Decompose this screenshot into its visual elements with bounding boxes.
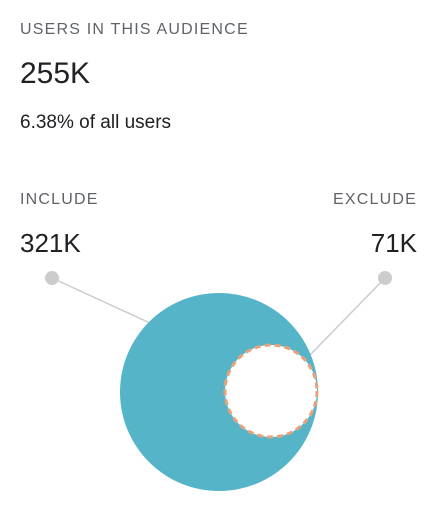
audience-users-value: 255K	[20, 57, 91, 90]
audience-users-percent: 6.38% of all users	[20, 112, 172, 133]
include-label: INCLUDE	[20, 191, 99, 208]
include-circle	[120, 293, 318, 491]
exclude-value: 71K	[370, 228, 417, 258]
exclude-circle	[223, 343, 319, 439]
audience-users-label: USERS IN THIS AUDIENCE	[20, 21, 249, 38]
exclude-label: EXCLUDE	[333, 191, 417, 208]
include-value: 321K	[20, 228, 81, 258]
exclude-connector-line	[309, 277, 386, 356]
exclude-connector-dot	[378, 271, 392, 285]
include-connector-dot	[45, 271, 59, 285]
include-connector-line	[51, 277, 151, 324]
